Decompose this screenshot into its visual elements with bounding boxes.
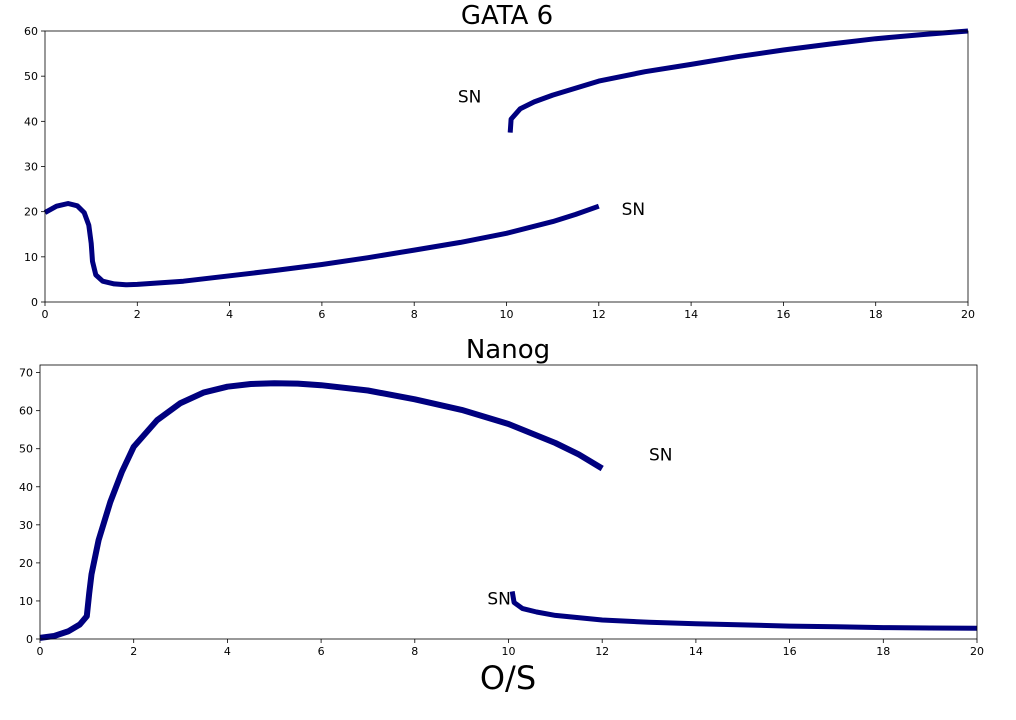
gata6-x-tick-label: 18 bbox=[869, 308, 883, 321]
gata6-y-tick-label: 60 bbox=[24, 25, 38, 38]
nanog-y-tick-label: 70 bbox=[19, 367, 33, 380]
nanog-y-tick-label: 40 bbox=[19, 481, 33, 494]
nanog-sn-annotation: SN bbox=[487, 589, 511, 609]
nanog-x-tick-label: 4 bbox=[224, 645, 231, 658]
nanog-x-axis-label: O/S bbox=[480, 659, 536, 697]
gata6-x-tick-label: 16 bbox=[776, 308, 790, 321]
nanog-y-tick-label: 10 bbox=[19, 595, 33, 608]
nanog-x-tick-label: 14 bbox=[689, 645, 703, 658]
nanog-branch-1-line bbox=[39, 380, 604, 641]
nanog-x-tick-label: 6 bbox=[318, 645, 325, 658]
gata6-y-tick-label: 30 bbox=[24, 161, 38, 174]
nanog-x-tick-label: 20 bbox=[970, 645, 984, 658]
gata6-y-tick-label: 0 bbox=[31, 296, 38, 309]
gata6-sn-annotation: SN bbox=[622, 200, 646, 220]
nanog-x-tick-label: 12 bbox=[595, 645, 609, 658]
nanog-sn-annotation: SN bbox=[649, 445, 673, 465]
gata6-x-tick-label: 10 bbox=[500, 308, 514, 321]
nanog-x-tick-label: 16 bbox=[783, 645, 797, 658]
nanog-y-tick-label: 0 bbox=[26, 633, 33, 646]
gata6-x-tick-label: 12 bbox=[592, 308, 606, 321]
nanog-x-tick-label: 0 bbox=[37, 645, 44, 658]
gata6-title: GATA 6 bbox=[461, 1, 553, 31]
nanog-x-tick-label: 18 bbox=[876, 645, 890, 658]
gata6-y-tick-label: 20 bbox=[24, 206, 38, 219]
nanog-y-tick-label: 30 bbox=[19, 519, 33, 532]
nanog-x-tick-label: 8 bbox=[411, 645, 418, 658]
gata6-x-tick-label: 4 bbox=[226, 308, 233, 321]
nanog-plot-frame bbox=[39, 364, 978, 640]
gata6-x-tick-label: 0 bbox=[42, 308, 49, 321]
nanog-title: Nanog bbox=[466, 335, 550, 365]
gata6-branch-1-line bbox=[43, 201, 600, 288]
nanog-y-tick-label: 50 bbox=[19, 443, 33, 456]
nanog-y-tick-label: 60 bbox=[19, 405, 33, 418]
nanog-x-tick-label: 2 bbox=[130, 645, 137, 658]
gata6-y-tick-label: 10 bbox=[24, 251, 38, 264]
gata6-x-tick-label: 14 bbox=[684, 308, 698, 321]
gata6-y-tick-label: 40 bbox=[24, 115, 38, 128]
gata6-subplot: GATA 6 0 2 4 6 8 10 12 14 16 18 20 0 10 20 30 40 50 60 S… bbox=[24, 1, 975, 321]
gata6-x-tick-label: 2 bbox=[134, 308, 141, 321]
gata6-branch-2-line bbox=[507, 28, 969, 133]
nanog-subplot: Nanog 0 2 4 6 8 10 12 14 16 18 20 010203040506070 … bbox=[19, 335, 984, 697]
gata6-sn-annotation: SN bbox=[458, 87, 482, 107]
gata6-plot-frame bbox=[44, 30, 969, 303]
nanog-x-tick-label: 10 bbox=[502, 645, 516, 658]
gata6-x-tick-label: 8 bbox=[411, 308, 418, 321]
gata6-y-tick-label: 50 bbox=[24, 70, 38, 83]
gata6-x-tick-label: 6 bbox=[318, 308, 325, 321]
gata6-x-tick-label: 20 bbox=[961, 308, 975, 321]
nanog-branch-2-line bbox=[509, 590, 978, 631]
nanog-y-tick-label: 20 bbox=[19, 557, 33, 570]
